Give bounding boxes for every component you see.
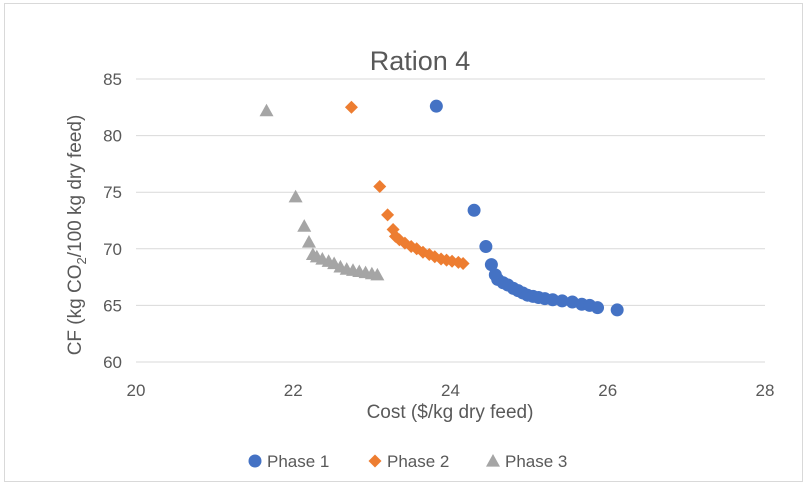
data-point (456, 257, 470, 271)
series-phase-2 (344, 100, 470, 271)
data-point (288, 189, 303, 203)
x-tick-label: 26 (598, 381, 617, 400)
y-tick-label: 85 (103, 70, 122, 89)
data-point (546, 293, 560, 307)
data-point (479, 240, 493, 254)
y-axis-label-rest: /100 kg dry feed) (65, 115, 86, 258)
data-point (591, 301, 605, 315)
data-point (373, 180, 387, 194)
legend-item: Phase 2 (368, 452, 449, 471)
legend: Phase 1 Phase 2 Phase 3 (248, 452, 567, 471)
data-point (484, 258, 498, 272)
series-phase-1 (429, 99, 624, 317)
series-phase-3 (259, 103, 385, 281)
y-tick-label: 60 (103, 353, 122, 372)
data-point (429, 99, 443, 113)
data-point (381, 208, 395, 222)
x-axis-label: Cost ($/kg dry feed) (367, 402, 534, 423)
data-point (297, 219, 312, 232)
y-tick-label: 70 (103, 240, 122, 259)
y-axis-label: CF (kg CO2/100 kg dry feed) (65, 115, 89, 356)
x-tick-label: 24 (441, 381, 460, 400)
data-point (344, 100, 358, 114)
chart-title: Ration 4 (370, 46, 471, 76)
data-point (259, 103, 274, 117)
y-tick-label: 80 (103, 127, 122, 146)
legend-label: Phase 3 (505, 452, 567, 471)
data-point (467, 203, 481, 217)
legend-item: Phase 1 (248, 452, 329, 471)
chart-frame (4, 3, 803, 482)
data-point (555, 294, 569, 308)
legend-label: Phase 1 (267, 452, 329, 471)
x-tick-labels: 20 22 24 26 28 (127, 381, 775, 400)
legend-marker (486, 454, 500, 467)
x-tick-label: 22 (284, 381, 303, 400)
legend-item: Phase 3 (486, 452, 567, 471)
x-tick-label: 28 (756, 381, 775, 400)
data-point (301, 235, 316, 248)
x-tick-label: 20 (127, 381, 146, 400)
data-point (610, 303, 624, 317)
data-point (370, 267, 385, 281)
data-points (259, 99, 624, 317)
legend-label: Phase 2 (387, 452, 449, 471)
y-tick-label: 75 (103, 183, 122, 202)
y-tick-label: 65 (103, 296, 122, 315)
data-point (416, 245, 430, 259)
gridlines (136, 78, 765, 363)
y-tick-labels: 60 65 70 75 80 85 (103, 70, 122, 372)
y-axis-label-subscript: 2 (74, 257, 89, 264)
legend-marker (368, 454, 382, 468)
legend-marker (248, 454, 262, 468)
y-axis-label-main: CF (kg CO (65, 265, 86, 356)
